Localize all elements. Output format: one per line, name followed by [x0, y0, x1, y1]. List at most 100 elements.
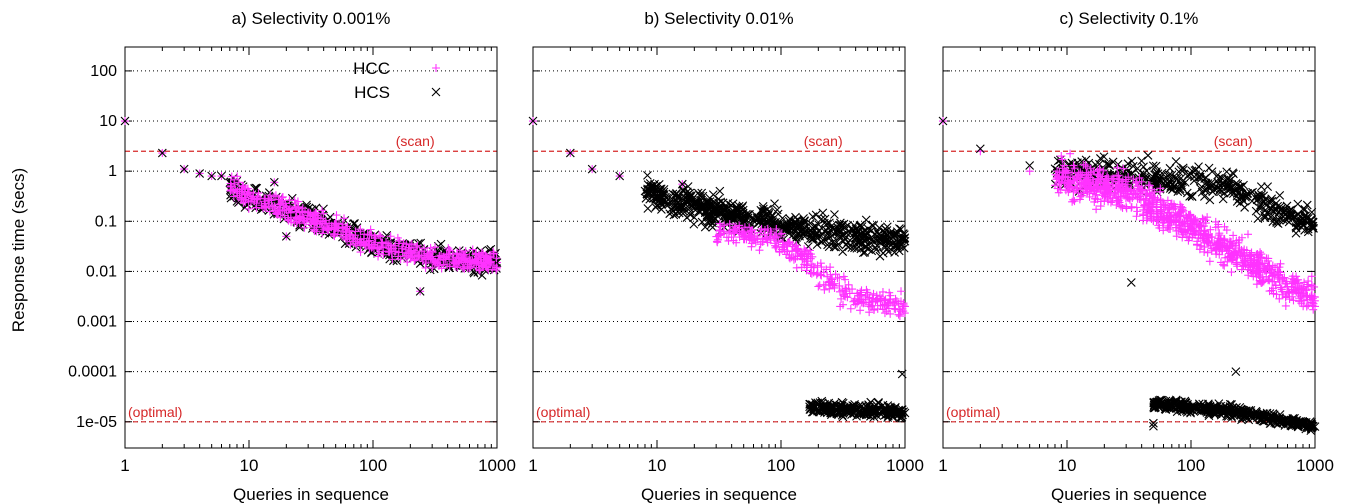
hcc-point: [492, 263, 501, 272]
hcs-point: [1147, 176, 1157, 186]
hcs-point: [674, 191, 684, 201]
hcs-point: [1307, 215, 1316, 225]
hcs-point: [640, 186, 650, 196]
hcc-point: [848, 285, 857, 294]
hcc-point: [763, 238, 772, 247]
hcs-point: [179, 164, 189, 174]
hcs-point: [754, 213, 764, 223]
hcs-point: [1133, 164, 1142, 173]
hcc-point: [274, 195, 283, 204]
hcc-point: [783, 238, 792, 247]
hcc-point: [430, 259, 439, 268]
hcs-point: [700, 222, 710, 232]
hcc-point: [356, 227, 365, 236]
hcs-point: [1148, 161, 1158, 171]
hcc-point: [367, 230, 376, 239]
hcc-point: [361, 240, 370, 249]
hcs-point: [1217, 174, 1227, 183]
hcc-point: [458, 263, 467, 272]
hcc-point: [1075, 178, 1084, 187]
hcc-point: [1177, 220, 1186, 229]
hcs-point: [415, 286, 425, 296]
hcc-point: [478, 262, 487, 271]
hcc-point: [885, 288, 894, 297]
hcc-point: [885, 295, 894, 304]
hcc-point: [760, 226, 769, 235]
hcc-point: [1304, 277, 1313, 286]
hcc-point: [865, 308, 874, 317]
hcs-point: [1068, 162, 1078, 172]
hcs-point: [840, 404, 850, 413]
hcc-point: [393, 233, 402, 242]
hcc-point: [1186, 224, 1195, 233]
hcc-point: [492, 254, 501, 263]
hcc-point: [1178, 233, 1187, 242]
hcc-point: [867, 296, 876, 305]
hcs-point: [1199, 192, 1209, 201]
hcc-point: [1270, 277, 1279, 286]
panel-c-x-axis-label: Queries in sequence: [1051, 485, 1207, 504]
hcc-point: [1307, 272, 1316, 281]
hcc-point: [1145, 181, 1154, 190]
legend-hcs-marker: [431, 87, 441, 97]
x-tick-label: 10: [648, 456, 667, 475]
hcs-point: [716, 197, 726, 207]
hcc-point: [839, 291, 848, 300]
hcc-point: [244, 204, 253, 213]
hcs-point: [697, 188, 707, 198]
hcc-point: [1149, 216, 1158, 225]
hcc-point: [861, 292, 870, 301]
hcc-point: [1085, 184, 1094, 193]
hcc-point: [445, 246, 454, 255]
hcc-point: [367, 243, 376, 252]
hcc-point: [1085, 192, 1094, 201]
hcc-point: [270, 202, 279, 211]
hcc-point: [286, 208, 295, 217]
hcc-point: [1201, 216, 1210, 225]
hcs-point: [895, 241, 905, 251]
hcc-point: [310, 225, 319, 234]
x-tick-label: 1000: [478, 456, 516, 475]
y-tick-label: 0.1: [95, 213, 117, 230]
hcc-point: [1066, 149, 1075, 158]
hcc-point: [471, 250, 480, 259]
hcc-point: [451, 259, 460, 268]
hcc-point: [1108, 174, 1117, 183]
hcc-point: [826, 270, 835, 279]
hcs-point: [1261, 211, 1270, 221]
hcc-point: [777, 229, 786, 238]
hcc-point: [423, 249, 432, 258]
hcs-point: [830, 239, 840, 249]
hcc-point: [291, 202, 300, 211]
hcc-point: [855, 295, 864, 304]
hcc-point: [730, 222, 739, 231]
hcc-point: [1288, 272, 1297, 281]
hcc-point: [792, 263, 801, 272]
hcs-point: [615, 171, 625, 181]
hcc-point: [1125, 194, 1134, 203]
scan-label: (scan): [396, 133, 435, 149]
hcs-point: [863, 229, 872, 238]
hcc-point: [756, 228, 765, 237]
panel-b-title: b) Selectivity 0.01%: [644, 9, 793, 28]
hcc-point: [1170, 202, 1179, 211]
hcc-point: [1291, 283, 1300, 292]
hcs-point: [875, 238, 885, 248]
hcc-point: [1229, 231, 1238, 240]
hcs-point: [1265, 197, 1275, 206]
hcc-point: [1129, 186, 1138, 195]
hcc-point: [428, 263, 437, 272]
hcc-point: [293, 197, 302, 206]
hcs-point: [655, 186, 665, 195]
hcc-point: [1108, 194, 1117, 203]
hcs-point: [697, 217, 707, 227]
hcc-point: [253, 195, 262, 204]
hcc-point: [1194, 220, 1203, 229]
hcc-point: [819, 268, 828, 277]
hcc-point: [382, 238, 391, 247]
x-tick-label: 1000: [886, 456, 924, 475]
hcs-point: [1291, 222, 1301, 231]
hcs-point: [668, 206, 678, 216]
hcc-point: [1117, 179, 1126, 188]
hcc-point: [1169, 216, 1178, 225]
